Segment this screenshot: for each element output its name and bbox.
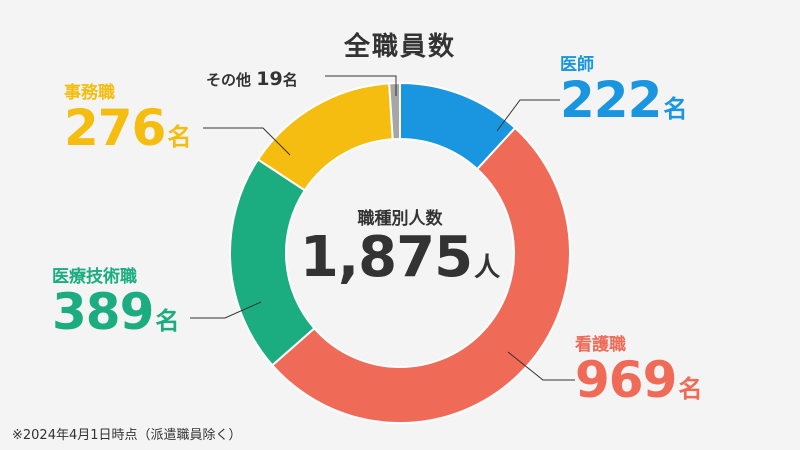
leader-line-nursing bbox=[507, 351, 575, 381]
slice-other bbox=[388, 81, 401, 141]
label-doctor-name: 医師 bbox=[560, 55, 594, 75]
chart-title: 全職員数 bbox=[343, 32, 456, 62]
label-other-unit: 名 bbox=[282, 71, 298, 89]
leader-line-medtech bbox=[190, 301, 262, 319]
leader-line-other bbox=[325, 75, 397, 96]
label-medtech-name: 医療技術職 bbox=[52, 267, 137, 287]
footnote: ※2024年4月1日時点（派遣職員除く） bbox=[12, 428, 242, 443]
label-admin-name: 事務職 bbox=[64, 83, 115, 103]
label-admin: 事務職 276名 bbox=[64, 78, 191, 153]
center-total-value: 1,875 bbox=[299, 225, 473, 290]
label-other-name: その他 bbox=[206, 71, 252, 89]
label-medtech-unit: 名 bbox=[155, 307, 180, 335]
label-doctor: 医師 222名 bbox=[560, 50, 687, 125]
label-medtech: 医療技術職 389名 bbox=[52, 262, 179, 337]
label-other-value: 19 bbox=[256, 68, 283, 90]
label-doctor-unit: 名 bbox=[663, 95, 688, 123]
center-label: 職種別人数 bbox=[357, 209, 443, 229]
slice-nursing bbox=[270, 126, 572, 424]
label-doctor-value: 222 bbox=[560, 71, 662, 129]
leader-line-admin bbox=[203, 127, 291, 156]
center-total: 1,875人 bbox=[270, 225, 530, 290]
label-admin-value: 276 bbox=[64, 99, 166, 157]
label-admin-unit: 名 bbox=[167, 123, 192, 151]
label-other: その他 19名 bbox=[206, 68, 298, 90]
label-medtech-value: 389 bbox=[52, 283, 154, 341]
label-nursing-name: 看護職 bbox=[575, 335, 626, 355]
leader-line-doctor bbox=[496, 99, 560, 132]
center-total-unit: 人 bbox=[474, 253, 501, 283]
label-nursing: 看護職 969名 bbox=[575, 330, 702, 405]
label-nursing-value: 969 bbox=[575, 351, 677, 409]
label-nursing-unit: 名 bbox=[678, 375, 703, 403]
